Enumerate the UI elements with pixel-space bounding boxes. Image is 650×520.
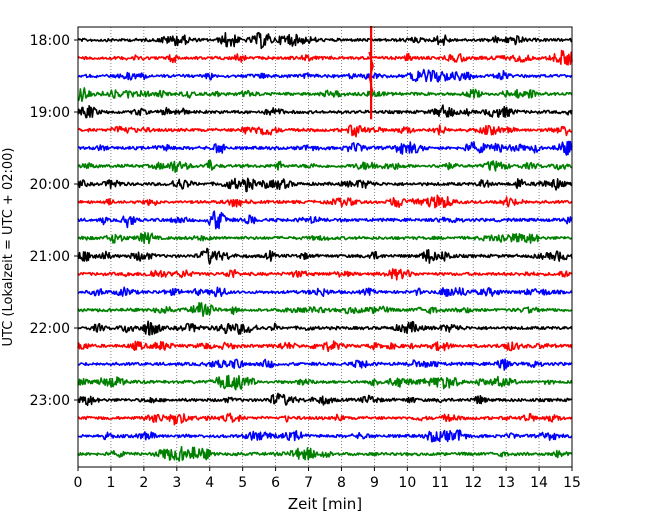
trace-2130 bbox=[77, 286, 573, 298]
x-tick-label: 7 bbox=[304, 475, 313, 491]
x-tick-label: 9 bbox=[370, 475, 379, 491]
trace-2145 bbox=[77, 302, 573, 318]
y-axis-label: UTC (Lokalzeit = UTC + 02:00) bbox=[1, 148, 16, 347]
y-tick-label: 22:00 bbox=[30, 321, 70, 337]
trace-1945 bbox=[77, 159, 573, 173]
trace-2245 bbox=[77, 374, 573, 391]
x-tick-label: 8 bbox=[337, 475, 346, 491]
trace-1830 bbox=[77, 68, 573, 83]
x-axis-ticks: 0 1 2 3 4 5 6 7 8 9 10 11 12 13 14 15 bbox=[74, 467, 581, 491]
trace-1915 bbox=[77, 124, 573, 138]
x-tick-label: 13 bbox=[497, 475, 515, 491]
x-tick-label: 6 bbox=[271, 475, 280, 491]
trace-2230 bbox=[77, 358, 573, 371]
y-tick-label: 18:00 bbox=[30, 33, 70, 49]
y-tick-label: 23:00 bbox=[30, 393, 70, 409]
x-tick-label: 11 bbox=[431, 475, 449, 491]
x-axis-label: Zeit [min] bbox=[288, 495, 362, 513]
trace-1800 bbox=[77, 31, 573, 50]
seismic-traces bbox=[77, 26, 573, 462]
x-tick-label: 14 bbox=[530, 475, 548, 491]
x-tick-label: 1 bbox=[106, 475, 115, 491]
x-tick-label: 2 bbox=[139, 475, 148, 491]
x-tick-label: 4 bbox=[205, 475, 214, 491]
plot-frame bbox=[77, 26, 573, 468]
trace-2030 bbox=[77, 210, 573, 230]
x-tick-label: 15 bbox=[563, 475, 581, 491]
y-tick-label: 20:00 bbox=[30, 177, 70, 193]
y-tick-label: 19:00 bbox=[30, 105, 70, 121]
trace-2015 bbox=[77, 194, 573, 209]
trace-2330 bbox=[77, 429, 573, 443]
trace-2100 bbox=[77, 247, 573, 265]
trace-1900 bbox=[77, 104, 573, 119]
trace-1815 bbox=[77, 49, 573, 66]
trace-2115 bbox=[77, 268, 573, 281]
trace-2315 bbox=[77, 412, 573, 426]
x-tick-label: 0 bbox=[74, 475, 83, 491]
x-tick-label: 10 bbox=[398, 475, 416, 491]
trace-2300 bbox=[77, 392, 573, 407]
x-tick-label: 3 bbox=[172, 475, 181, 491]
x-tick-label: 5 bbox=[238, 475, 247, 491]
event-coda bbox=[368, 51, 374, 93]
trace-2045 bbox=[77, 231, 573, 245]
y-tick-label: 21:00 bbox=[30, 249, 70, 265]
trace-2200 bbox=[77, 320, 573, 336]
trace-1845 bbox=[77, 87, 573, 103]
y-axis-ticks: 18:00 19:00 20:00 21:00 22:00 23:00 bbox=[30, 33, 78, 409]
trace-2345 bbox=[77, 446, 573, 462]
trace-2000 bbox=[77, 177, 573, 193]
trace-1930 bbox=[77, 140, 573, 156]
trace-2215 bbox=[77, 340, 573, 353]
x-tick-label: 12 bbox=[464, 475, 482, 491]
